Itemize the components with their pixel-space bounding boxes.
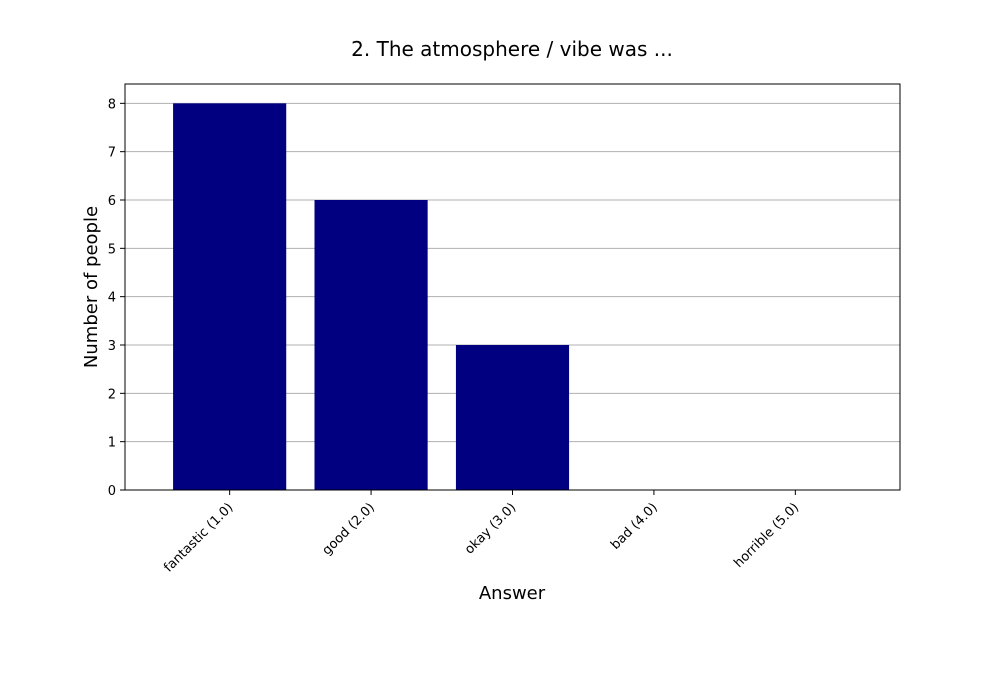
bar — [455, 345, 570, 490]
y-tick-label: 0 — [108, 484, 116, 499]
bars — [173, 103, 570, 490]
y-tick-label: 2 — [108, 387, 116, 402]
y-axis-label: Number of people — [81, 206, 102, 368]
bar — [173, 103, 287, 490]
y-tick-label: 5 — [108, 242, 116, 257]
y-tick-label: 4 — [108, 291, 116, 306]
y-axis-ticks: 0 1 2 3 4 5 6 7 8 — [108, 97, 125, 499]
y-tick-label: 3 — [108, 339, 116, 354]
y-tick-label: 8 — [108, 97, 116, 112]
bar — [314, 200, 428, 490]
x-axis-label: Answer — [479, 583, 546, 604]
y-tick-label: 7 — [108, 146, 116, 161]
chart-title: 2. The atmosphere / vibe was ... — [351, 37, 673, 61]
y-tick-label: 1 — [108, 436, 116, 451]
y-tick-label: 6 — [108, 194, 116, 209]
